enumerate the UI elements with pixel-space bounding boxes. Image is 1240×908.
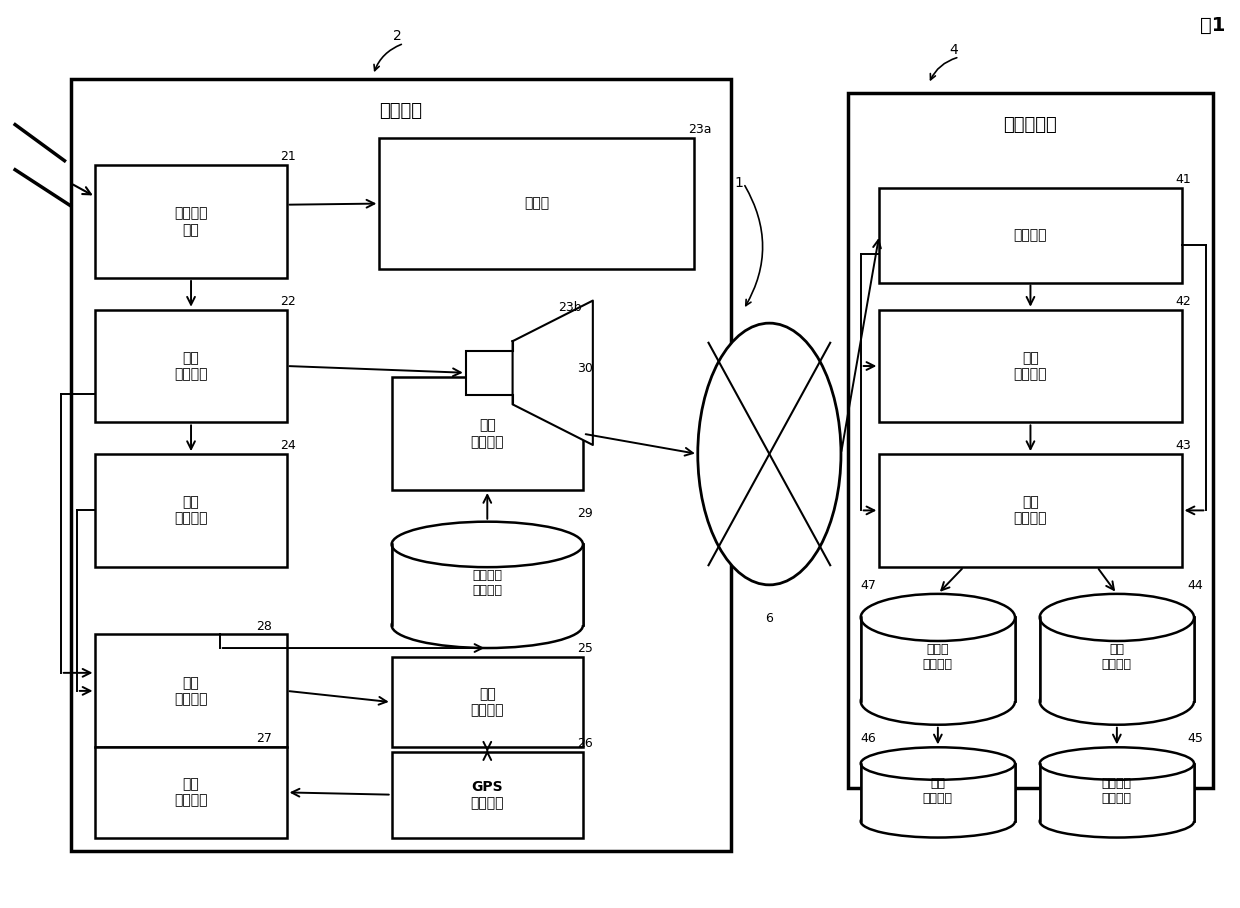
Bar <box>879 310 1182 422</box>
Text: 30: 30 <box>577 362 593 376</box>
Bar <box>95 747 286 837</box>
Text: 2: 2 <box>393 29 402 44</box>
Bar <box>95 635 286 747</box>
Ellipse shape <box>861 677 1016 725</box>
Text: 电平
测定部件: 电平 测定部件 <box>175 495 208 526</box>
Bar <box>392 657 583 747</box>
Text: 服务器装置: 服务器装置 <box>1003 115 1058 133</box>
Text: 41: 41 <box>1176 173 1192 186</box>
Ellipse shape <box>1039 805 1194 837</box>
Text: 电波接收
部件: 电波接收 部件 <box>175 206 208 237</box>
Text: 28: 28 <box>255 619 272 633</box>
Text: 47: 47 <box>861 579 877 592</box>
Ellipse shape <box>861 594 1016 641</box>
Text: 46: 46 <box>861 733 877 745</box>
Ellipse shape <box>392 603 583 648</box>
Ellipse shape <box>1039 677 1194 725</box>
Bar <box>879 454 1182 567</box>
Text: 图1: 图1 <box>1199 16 1225 35</box>
Bar <box>1039 764 1194 822</box>
Text: 节目表
存储部件: 节目表 存储部件 <box>923 643 952 671</box>
Text: 29: 29 <box>577 507 593 520</box>
Text: 信息
存储部件: 信息 存储部件 <box>1102 643 1132 671</box>
Ellipse shape <box>1039 594 1194 641</box>
Text: 23a: 23a <box>688 123 712 136</box>
Text: 个人信息
存储部件: 个人信息 存储部件 <box>1102 776 1132 804</box>
Text: 信息
生成部件: 信息 生成部件 <box>175 676 208 706</box>
Text: 22: 22 <box>280 295 296 308</box>
Text: 4: 4 <box>949 43 957 57</box>
Bar <box>861 764 1016 822</box>
Ellipse shape <box>392 522 583 568</box>
Text: 速度
检测部件: 速度 检测部件 <box>175 777 208 807</box>
Text: 23b: 23b <box>558 301 582 314</box>
Bar <box>861 617 1016 701</box>
Bar <box>392 545 583 626</box>
Text: 显示器: 显示器 <box>525 196 549 211</box>
Ellipse shape <box>861 805 1016 837</box>
Text: 26: 26 <box>577 737 593 750</box>
Bar <box>879 188 1182 282</box>
Text: 43: 43 <box>1176 439 1192 452</box>
Bar <box>848 93 1213 788</box>
Bar <box>466 350 512 395</box>
Text: 6: 6 <box>765 612 774 625</box>
Text: 路径
存储部件: 路径 存储部件 <box>923 776 952 804</box>
Text: GPS
定位部件: GPS 定位部件 <box>470 780 503 810</box>
Bar <box>392 545 583 626</box>
Bar <box>95 454 286 567</box>
Text: 21: 21 <box>280 151 296 163</box>
Text: 42: 42 <box>1176 295 1192 308</box>
Text: 信号
重放部件: 信号 重放部件 <box>175 350 208 381</box>
Text: 44: 44 <box>1188 579 1204 592</box>
Text: 状态
判断部件: 状态 判断部件 <box>1014 350 1048 381</box>
Bar <box>95 165 286 278</box>
Text: 视听信息
存储部件: 视听信息 存储部件 <box>472 568 502 597</box>
Bar <box>392 752 583 837</box>
Text: 24: 24 <box>280 439 296 452</box>
Ellipse shape <box>698 323 841 585</box>
Text: 移动终端: 移动终端 <box>379 102 423 120</box>
Text: 接收部件: 接收部件 <box>1014 228 1048 242</box>
Text: 27: 27 <box>255 733 272 745</box>
Text: 位置
取得部件: 位置 取得部件 <box>470 687 503 717</box>
Bar <box>71 80 732 851</box>
Bar <box>1039 617 1194 701</box>
Bar <box>1039 764 1194 822</box>
Bar <box>861 764 1016 822</box>
Text: 1: 1 <box>735 176 744 191</box>
Bar <box>95 310 286 422</box>
Ellipse shape <box>861 747 1016 780</box>
Polygon shape <box>512 301 593 445</box>
Bar <box>861 617 1016 701</box>
Text: 移动
判断部件: 移动 判断部件 <box>1014 495 1048 526</box>
Bar <box>379 138 694 269</box>
Ellipse shape <box>1039 747 1194 780</box>
Bar <box>1039 617 1194 701</box>
Bar <box>392 378 583 490</box>
Text: 45: 45 <box>1188 733 1204 745</box>
Text: 25: 25 <box>577 642 593 656</box>
Text: 信息
发送部件: 信息 发送部件 <box>470 419 503 449</box>
